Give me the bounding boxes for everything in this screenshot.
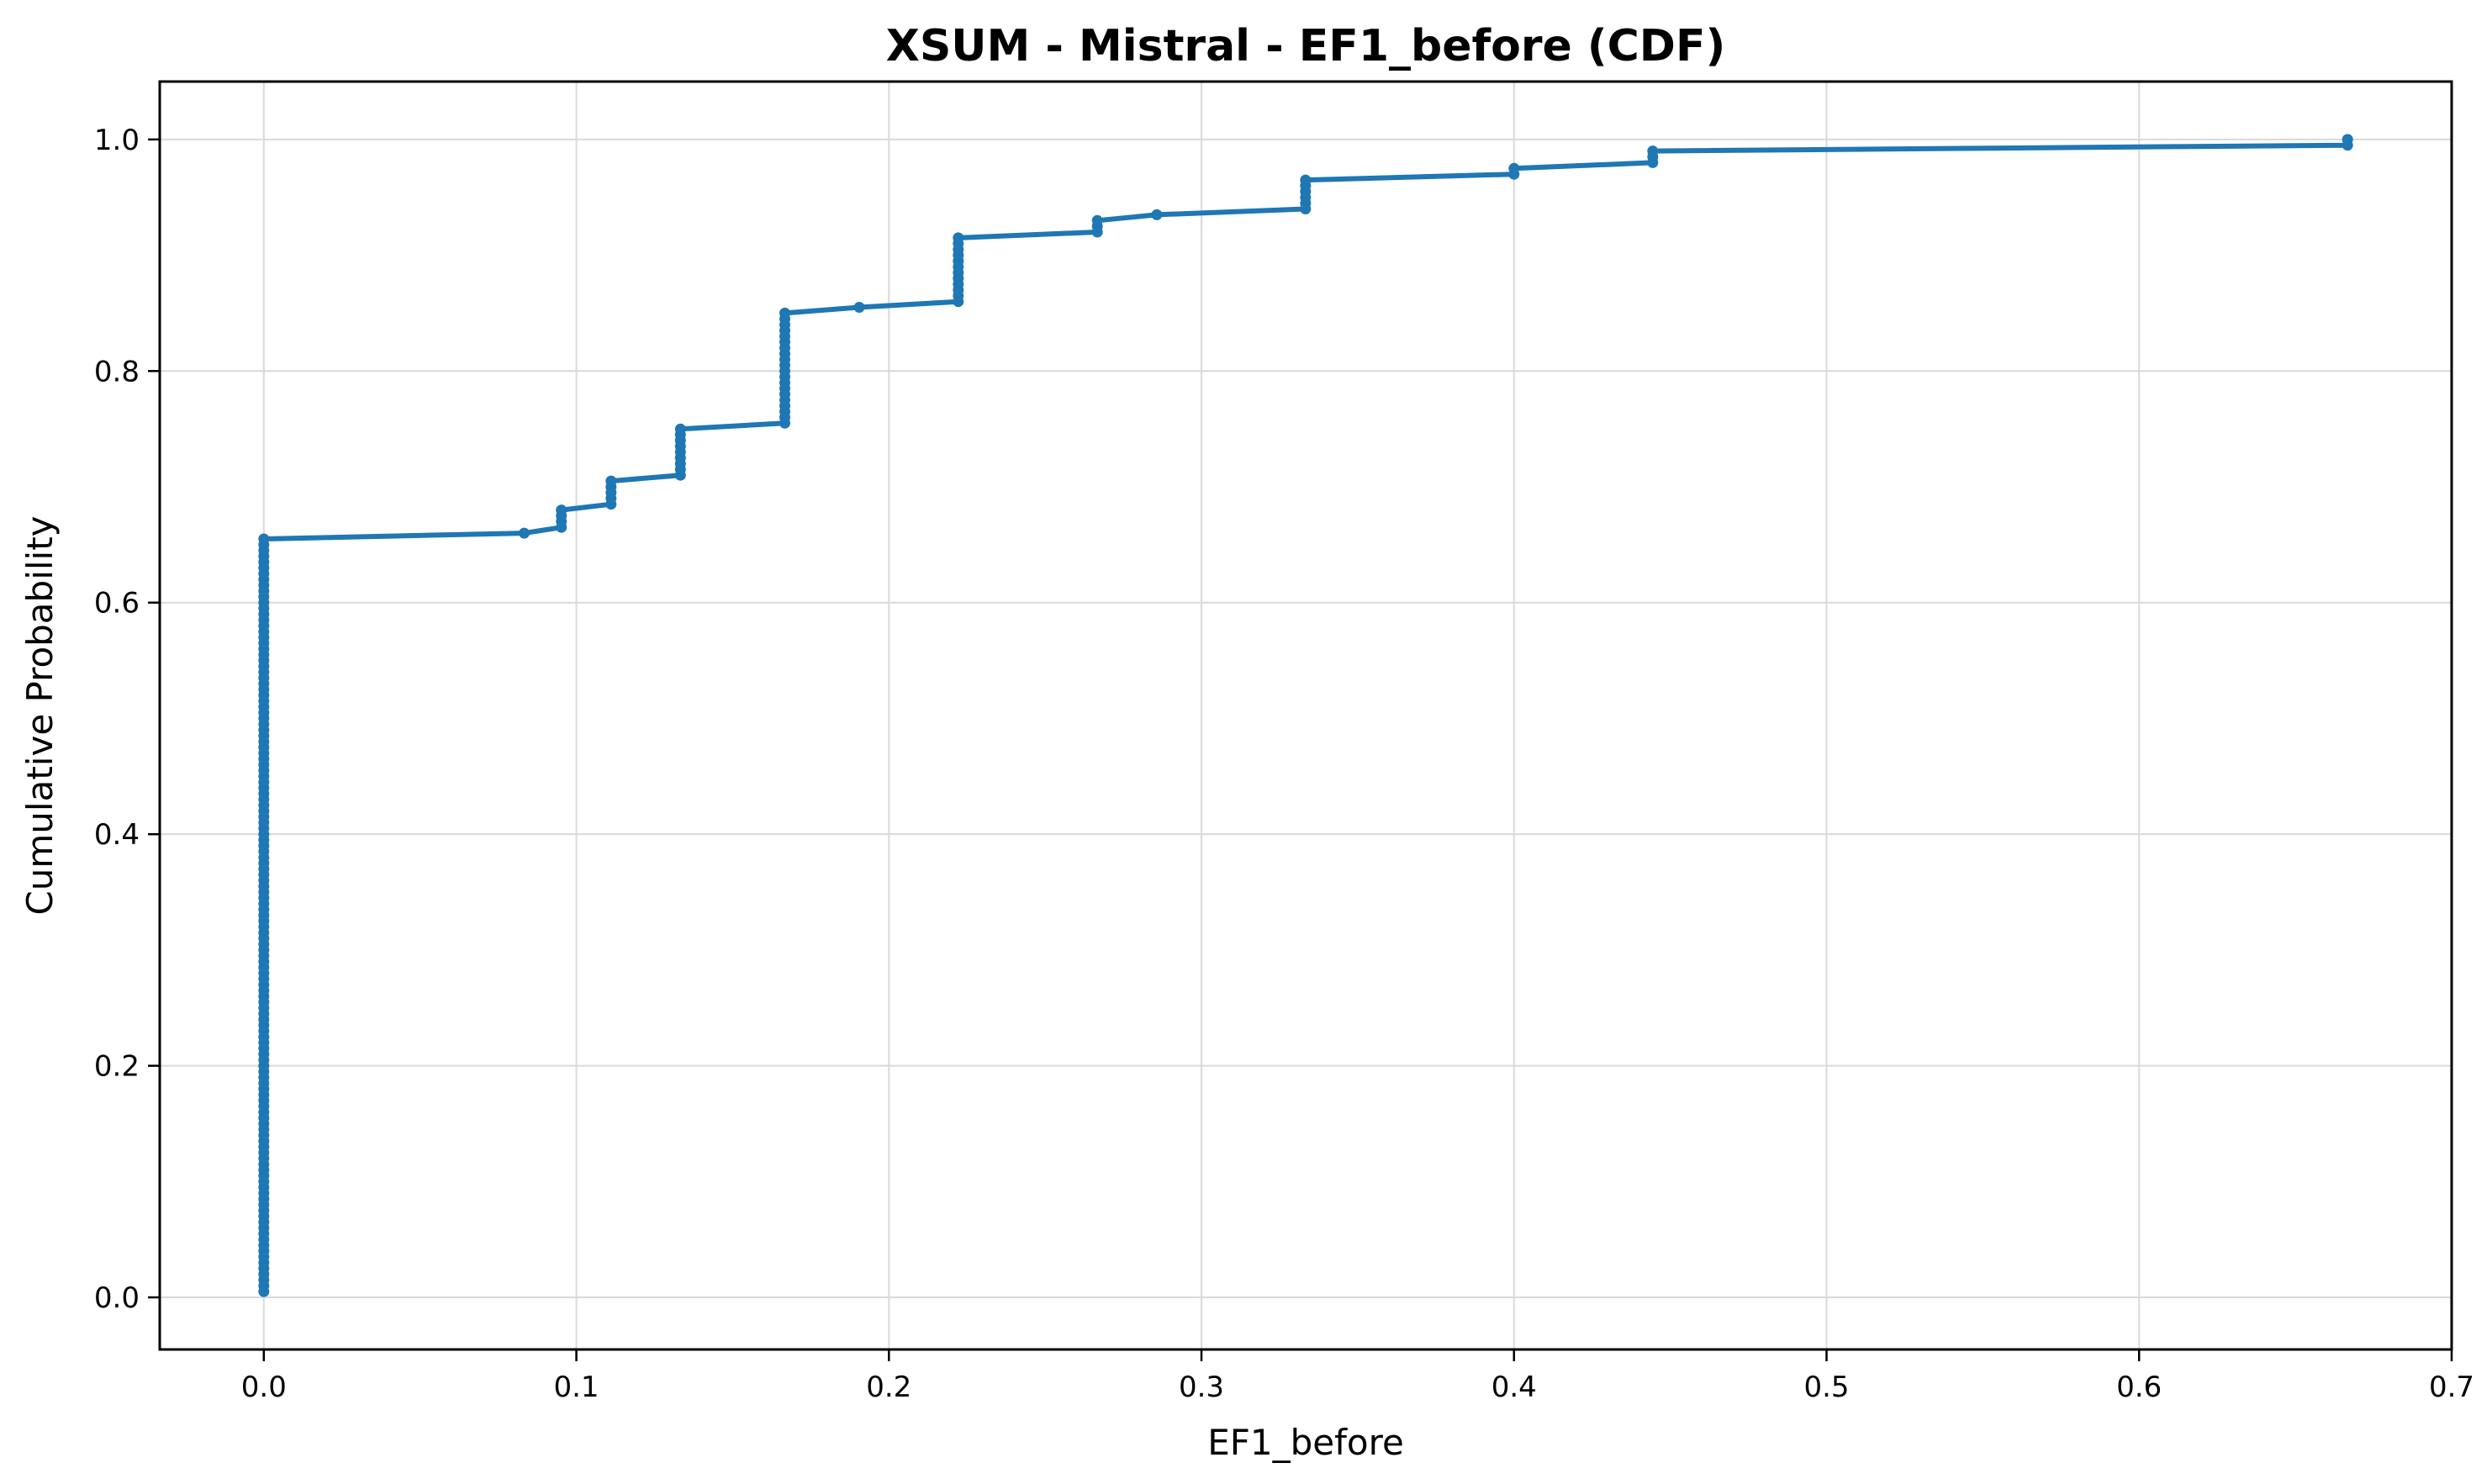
x-tick-label: 0.3 (1179, 1370, 1224, 1404)
cdf-points (258, 134, 2353, 1297)
x-tick-label: 0.1 (553, 1370, 599, 1404)
cdf-point (258, 533, 270, 545)
plot-frame (158, 80, 2453, 1351)
cdf-point (953, 232, 964, 244)
y-axis-ticks: 0.0 0.2 0.4 0.6 0.8 1.0 (94, 124, 160, 1315)
x-tick-label: 0.6 (2116, 1370, 2162, 1404)
y-axis-label: Cumulative Probability (19, 515, 61, 915)
y-tick-label: 0.8 (94, 355, 140, 388)
cdf-point (605, 475, 617, 487)
x-axis-ticks: 0.0 0.1 0.2 0.3 0.4 0.5 0.6 0.7 (241, 1349, 2474, 1404)
cdf-point (1508, 162, 1520, 174)
y-tick-label: 0.4 (94, 818, 140, 852)
x-axis-label: EF1_before (1207, 1422, 1404, 1463)
cdf-point (779, 307, 790, 319)
y-tick-label: 1.0 (94, 124, 140, 157)
cdf-point (1300, 174, 1312, 186)
x-tick-label: 0.2 (866, 1370, 911, 1404)
cdf-point (2342, 134, 2353, 145)
x-tick-label: 0.0 (241, 1370, 287, 1404)
cdf-point (1151, 209, 1163, 220)
y-tick-label: 0.2 (94, 1050, 140, 1084)
x-tick-label: 0.7 (2429, 1370, 2474, 1404)
y-tick-label: 0.6 (94, 587, 140, 621)
chart-title: XSUM - Mistral - EF1_before (CDF) (886, 21, 1726, 71)
cdf-point (674, 423, 686, 435)
y-tick-label: 0.0 (94, 1281, 140, 1315)
cdf-point (1647, 145, 1659, 157)
x-tick-label: 0.5 (1803, 1370, 1849, 1404)
cdf-series (258, 134, 2353, 1297)
x-tick-label: 0.4 (1492, 1370, 1537, 1404)
cdf-point (1091, 214, 1103, 226)
grid-lines (160, 82, 2452, 1349)
cdf-point (556, 504, 568, 516)
cdf-point (853, 302, 865, 313)
cdf-point (519, 527, 530, 539)
